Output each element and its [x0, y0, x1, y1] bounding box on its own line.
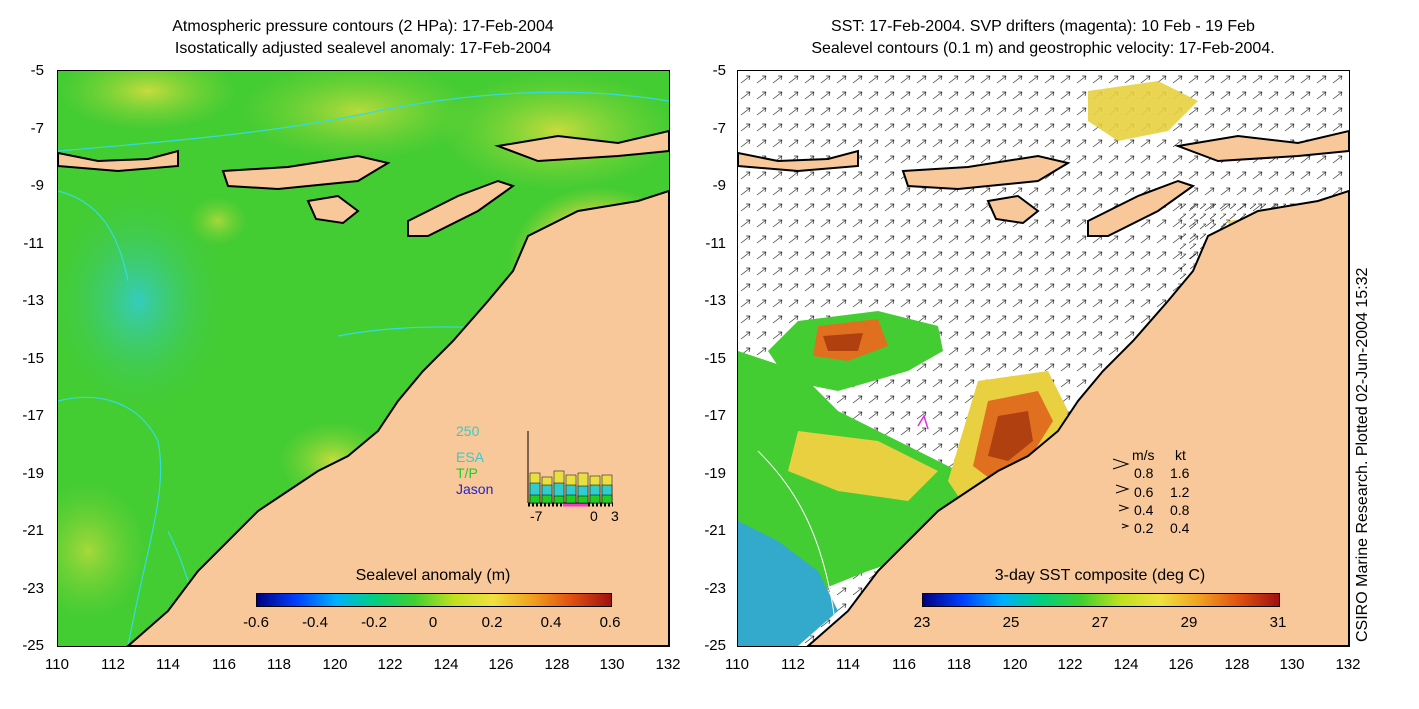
left-x-tick: 130 — [599, 656, 625, 673]
left-x-tick: 116 — [212, 656, 236, 673]
inset-x-label-end: 3 — [611, 508, 619, 524]
left-x-tick: 110 — [45, 656, 69, 673]
right-title-line1: SST: 17-Feb-2004. SVP drifters (magenta)… — [831, 18, 1255, 35]
left-y-tick: -5 — [30, 62, 44, 79]
right-y-tick: -17 — [704, 407, 726, 424]
right-map-panel: m/s kt 0.8 1.6 0.6 1.2 0.4 0.8 0.2 0.4 — [737, 70, 1350, 647]
left-y-tick: -13 — [22, 292, 44, 309]
velocity-legend-kt-3: 0.8 — [1170, 502, 1190, 518]
left-y-tick: -11 — [23, 235, 44, 252]
right-y-tick: -15 — [704, 350, 726, 367]
left-y-tick: -23 — [22, 580, 44, 597]
left-colorbar-tick: -0.4 — [302, 614, 328, 631]
inset-series-jason: Jason — [456, 481, 494, 497]
right-y-tick: -25 — [704, 637, 726, 654]
credit-text: CSIRO Marine Research. Plotted 02-Jun-20… — [1354, 267, 1371, 642]
right-x-tick: 126 — [1168, 656, 1194, 673]
right-map-graphic — [738, 71, 1349, 646]
left-colorbar-tick: 0.6 — [599, 614, 621, 631]
right-x-tick: 110 — [725, 656, 749, 673]
left-colorbar-title: Sealevel anomaly (m) — [355, 567, 511, 584]
right-y-tick: -11 — [705, 235, 726, 252]
right-x-tick: 116 — [892, 656, 916, 673]
right-x-tick: 120 — [1002, 656, 1028, 673]
left-map-panel: 250 ESA T/P Jason -7 0 3 — [57, 70, 670, 647]
left-x-tick: 120 — [322, 656, 348, 673]
right-x-tick: 132 — [1335, 656, 1361, 673]
right-x-tick: 122 — [1057, 656, 1083, 673]
right-x-tick: 130 — [1279, 656, 1305, 673]
left-colorbar-tick: -0.2 — [361, 614, 387, 631]
left-colorbar-tick: 0.2 — [481, 614, 503, 631]
left-colorbar-tick: -0.6 — [243, 614, 269, 631]
right-y-tick: -23 — [704, 580, 726, 597]
left-x-tick: 122 — [377, 656, 403, 673]
left-y-tick: -25 — [22, 637, 44, 654]
right-y-tick: -7 — [712, 120, 726, 137]
velocity-legend-kt-1: 1.6 — [1170, 465, 1190, 481]
right-x-tick: 114 — [836, 656, 860, 673]
left-x-tick: 124 — [433, 656, 459, 673]
left-x-tick: 132 — [655, 656, 681, 673]
right-y-tick: -13 — [704, 292, 726, 309]
left-y-tick: -19 — [22, 465, 44, 482]
right-x-tick: 118 — [947, 656, 971, 673]
right-colorbar-tick: 25 — [1002, 614, 1020, 631]
left-map-graphic — [58, 71, 669, 646]
right-colorbar-tick: 29 — [1180, 614, 1198, 631]
right-colorbar-tick: 31 — [1269, 614, 1287, 631]
velocity-legend-kt-2: 1.2 — [1170, 484, 1190, 500]
sealevel-colorbar — [256, 593, 612, 607]
left-x-tick: 118 — [267, 656, 291, 673]
right-x-tick: 124 — [1113, 656, 1139, 673]
velocity-legend-ms-2: 0.6 — [1134, 484, 1154, 500]
left-x-tick: 126 — [488, 656, 514, 673]
left-x-tick: 112 — [101, 656, 125, 673]
right-x-tick: 112 — [781, 656, 805, 673]
velocity-legend-header-kt: kt — [1175, 447, 1186, 463]
inset-x-label-start: -7 — [530, 508, 543, 524]
velocity-legend-kt-4: 0.4 — [1170, 520, 1190, 536]
right-title-line2: Sealevel contours (0.1 m) and geostrophi… — [811, 40, 1275, 57]
right-x-tick: 128 — [1224, 656, 1250, 673]
left-colorbar-tick: 0 — [428, 614, 438, 631]
right-y-tick: -5 — [712, 62, 726, 79]
left-colorbar-tick: 0.4 — [540, 614, 562, 631]
inset-x-label-zero: 0 — [590, 508, 598, 524]
sst-colorbar — [922, 593, 1280, 607]
inset-ymax-label: 250 — [456, 423, 480, 439]
velocity-legend-ms-4: 0.2 — [1134, 520, 1154, 536]
inset-series-tp: T/P — [456, 465, 478, 481]
left-title-line1: Atmospheric pressure contours (2 HPa): 1… — [172, 18, 554, 35]
velocity-legend-ms-1: 0.8 — [1134, 465, 1154, 481]
left-y-tick: -17 — [22, 407, 44, 424]
right-y-tick: -19 — [704, 465, 726, 482]
right-colorbar-tick: 23 — [913, 614, 931, 631]
left-y-tick: -15 — [22, 350, 44, 367]
right-y-tick: -21 — [704, 522, 726, 539]
right-colorbar-title: 3-day SST composite (deg C) — [994, 567, 1206, 584]
left-y-tick: -9 — [30, 177, 44, 194]
left-y-tick: -21 — [22, 522, 44, 539]
left-x-tick: 128 — [544, 656, 570, 673]
left-y-tick: -7 — [30, 120, 44, 137]
velocity-legend-header-ms: m/s — [1132, 447, 1155, 463]
inset-series-esa: ESA — [456, 449, 485, 465]
right-colorbar-tick: 27 — [1091, 614, 1109, 631]
left-x-tick: 114 — [156, 656, 180, 673]
left-title-line2: Isostatically adjusted sealevel anomaly:… — [174, 40, 552, 57]
satellite-inset — [527, 431, 613, 507]
velocity-legend-ms-3: 0.4 — [1134, 502, 1154, 518]
right-y-tick: -9 — [712, 177, 726, 194]
